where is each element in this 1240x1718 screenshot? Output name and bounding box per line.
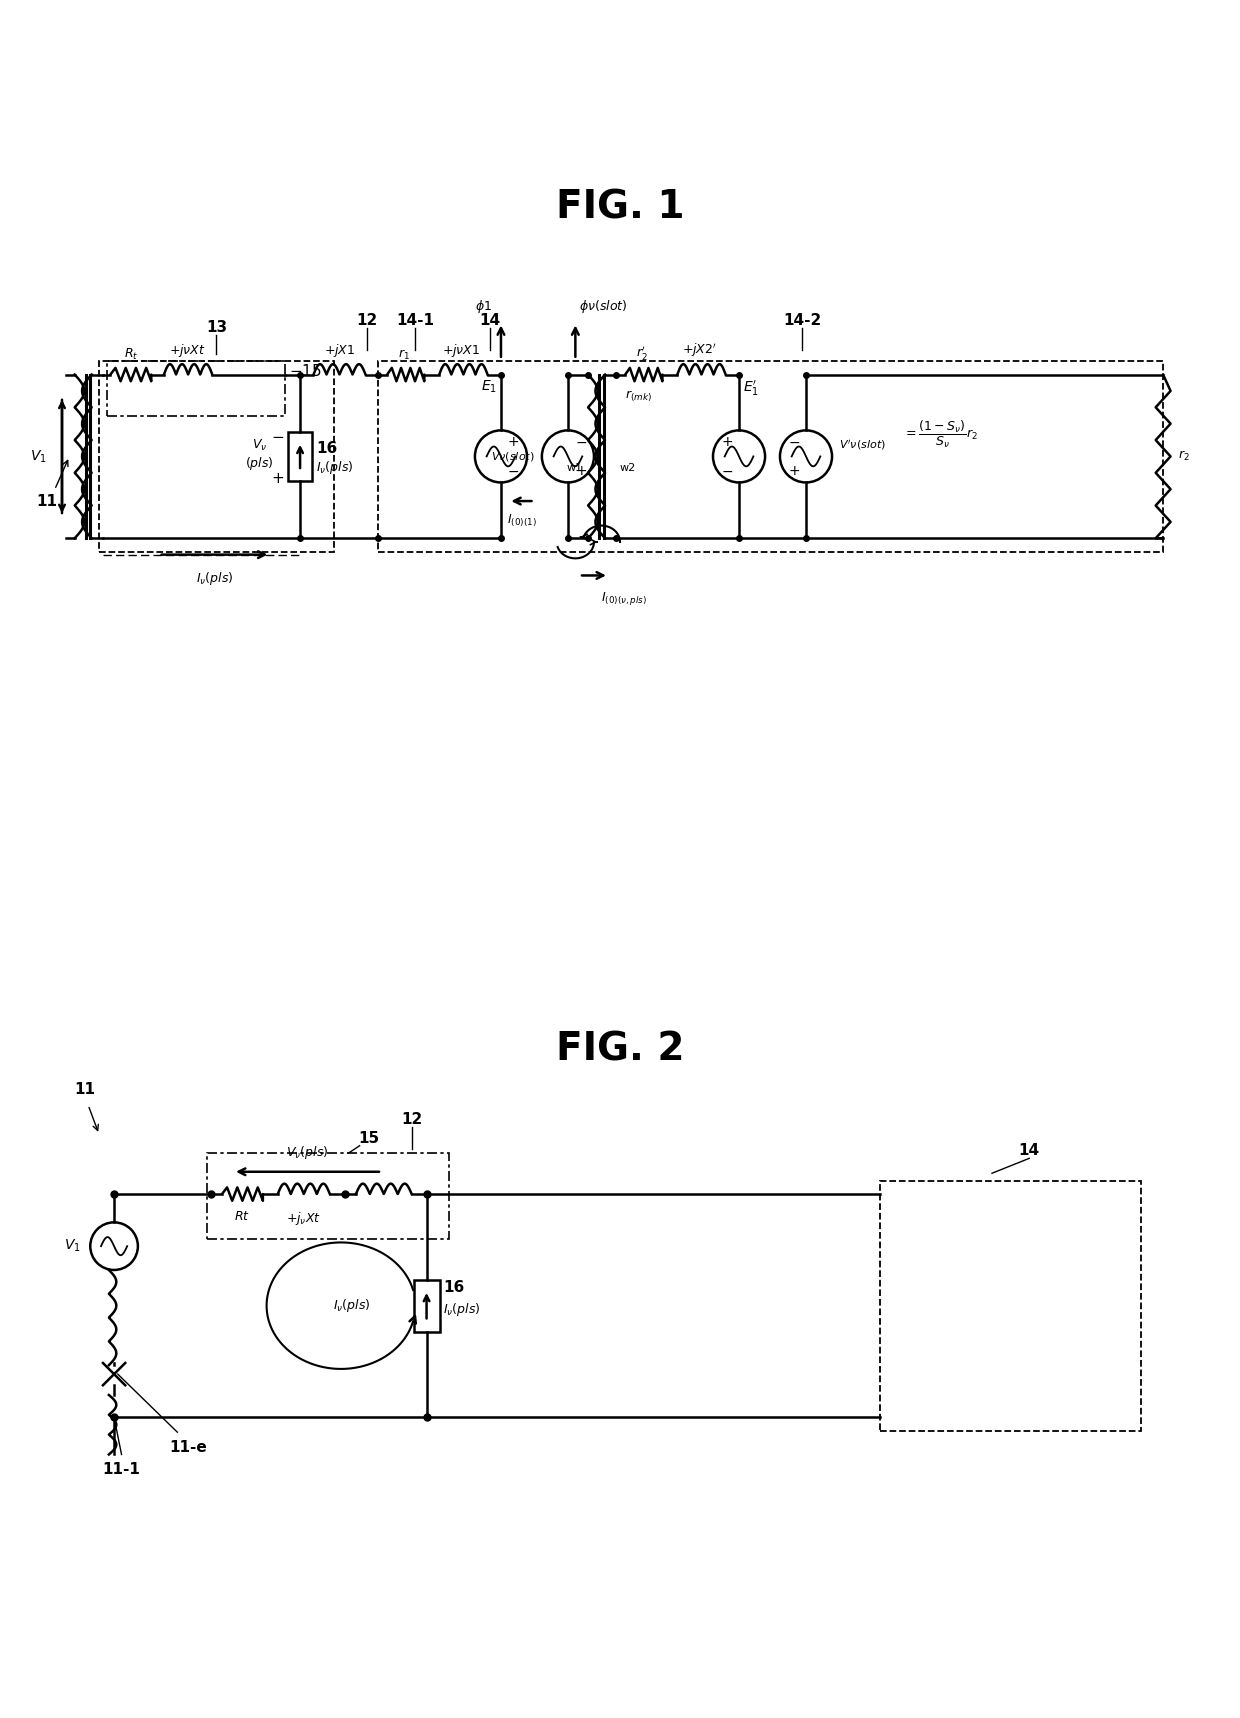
Text: 15: 15 bbox=[358, 1130, 379, 1146]
Bar bbox=[207, 1153, 449, 1239]
Text: 12: 12 bbox=[401, 1112, 423, 1127]
Text: w1: w1 bbox=[567, 462, 583, 472]
Text: $r_2'$: $r_2'$ bbox=[636, 344, 649, 362]
Text: $V_\nu(pls)$: $V_\nu(pls)$ bbox=[286, 1144, 329, 1161]
Text: 11-1: 11-1 bbox=[103, 1462, 140, 1477]
Text: $E_1'$: $E_1'$ bbox=[743, 378, 759, 397]
Text: $r_2$: $r_2$ bbox=[1178, 450, 1189, 464]
Text: $+$: $+$ bbox=[575, 464, 588, 478]
Text: $I_{(0)(1)}$: $I_{(0)(1)}$ bbox=[507, 512, 537, 529]
Text: $r_{(mk)}$: $r_{(mk)}$ bbox=[625, 388, 652, 404]
Text: $+jX2'$: $+jX2'$ bbox=[682, 342, 717, 359]
Text: 11: 11 bbox=[37, 493, 57, 509]
Text: $+jX1$: $+jX1$ bbox=[324, 342, 355, 359]
Text: $R_t$: $R_t$ bbox=[124, 347, 139, 362]
Text: $(pls)$: $(pls)$ bbox=[244, 455, 274, 472]
Text: $=\dfrac{(1-S_\nu)}{S_\nu}r_2$: $=\dfrac{(1-S_\nu)}{S_\nu}r_2$ bbox=[903, 419, 977, 450]
Text: 12: 12 bbox=[356, 313, 378, 328]
Bar bbox=[880, 1180, 1141, 1431]
Text: $-$: $-$ bbox=[507, 464, 520, 478]
Text: $+$: $+$ bbox=[270, 471, 284, 486]
Text: 11: 11 bbox=[74, 1082, 94, 1098]
Text: $+j\nu X1$: $+j\nu X1$ bbox=[443, 342, 481, 359]
Text: $-$: $-$ bbox=[787, 435, 800, 448]
Text: $\phi 1$: $\phi 1$ bbox=[475, 297, 492, 314]
Text: $r_1$: $r_1$ bbox=[398, 347, 410, 362]
Text: $V\nu(slot)$: $V\nu(slot)$ bbox=[491, 450, 534, 462]
Text: 14-2: 14-2 bbox=[784, 313, 821, 328]
Text: 16: 16 bbox=[316, 442, 337, 457]
Text: $+$: $+$ bbox=[507, 435, 520, 448]
Text: w2: w2 bbox=[620, 462, 636, 472]
Text: $I_\nu(pls)$: $I_\nu(pls)$ bbox=[196, 569, 233, 586]
Text: $I_\nu(pls)$: $I_\nu(pls)$ bbox=[316, 459, 353, 476]
Text: 13: 13 bbox=[206, 320, 227, 335]
Text: 14: 14 bbox=[479, 313, 501, 328]
Text: $-$: $-$ bbox=[270, 428, 284, 443]
Text: 14: 14 bbox=[1018, 1144, 1040, 1158]
Text: $+$: $+$ bbox=[720, 435, 733, 448]
Text: $Rt$: $Rt$ bbox=[234, 1211, 250, 1223]
Text: 16: 16 bbox=[443, 1280, 464, 1295]
Text: FIG. 2: FIG. 2 bbox=[556, 1031, 684, 1069]
Text: FIG. 1: FIG. 1 bbox=[556, 189, 684, 227]
Bar bbox=[107, 361, 285, 416]
Text: $-15$: $-15$ bbox=[289, 362, 321, 380]
Text: $E_1$: $E_1$ bbox=[481, 378, 497, 395]
Bar bbox=[414, 1280, 440, 1331]
Text: 14-1: 14-1 bbox=[397, 313, 434, 328]
Text: $V_\nu$: $V_\nu$ bbox=[252, 438, 267, 454]
Text: $I_{(0)(\nu,pls)}$: $I_{(0)(\nu,pls)}$ bbox=[600, 591, 647, 608]
Text: $+$: $+$ bbox=[787, 464, 800, 478]
Bar bbox=[99, 361, 334, 551]
Text: $V_1$: $V_1$ bbox=[63, 1239, 81, 1254]
Text: $\phi\nu(slot)$: $\phi\nu(slot)$ bbox=[579, 297, 627, 314]
Text: $V'\nu(slot)$: $V'\nu(slot)$ bbox=[839, 438, 887, 452]
Text: $I_\nu(pls)$: $I_\nu(pls)$ bbox=[443, 1301, 480, 1318]
Bar bbox=[288, 433, 312, 481]
Text: $-$: $-$ bbox=[720, 464, 733, 478]
Text: $-$: $-$ bbox=[575, 435, 588, 448]
Bar bbox=[378, 361, 1163, 551]
Text: 11-e: 11-e bbox=[170, 1440, 207, 1455]
Text: $I_\nu(pls)$: $I_\nu(pls)$ bbox=[334, 1297, 371, 1314]
Text: $+j\nu Xt$: $+j\nu Xt$ bbox=[170, 342, 206, 359]
Text: $V_1$: $V_1$ bbox=[30, 448, 47, 464]
Text: $+j_\nu Xt$: $+j_\nu Xt$ bbox=[286, 1211, 321, 1227]
